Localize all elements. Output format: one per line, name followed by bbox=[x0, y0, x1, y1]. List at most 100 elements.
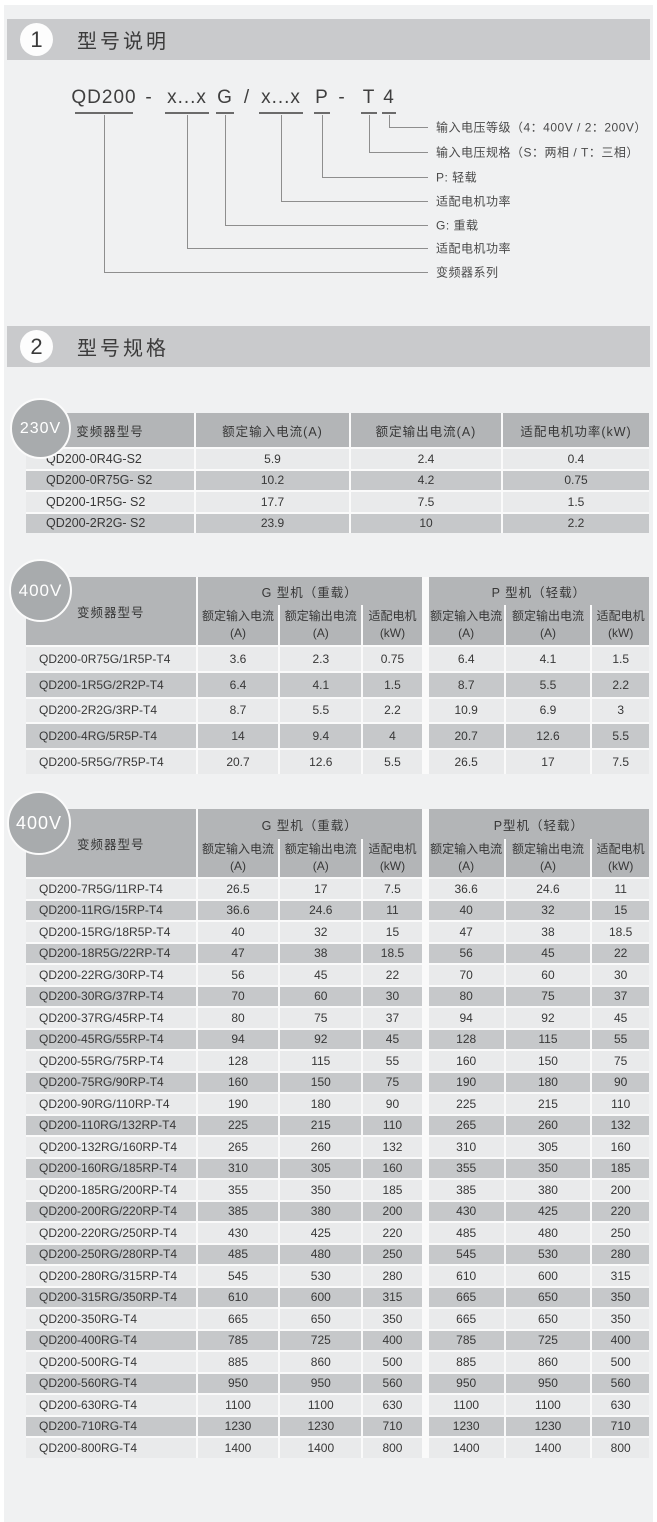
value-cell: 350 bbox=[503, 1156, 591, 1178]
value-cell: 885 bbox=[421, 1350, 504, 1372]
value-cell: 5.5 bbox=[503, 670, 591, 697]
value-cell: 480 bbox=[503, 1221, 591, 1243]
table-row: QD200-400RG-T4 785 725 400 785 725 400 bbox=[26, 1328, 649, 1350]
model-token: / bbox=[243, 87, 251, 108]
value-cell: 1100 bbox=[278, 1393, 362, 1415]
model-naming-diagram: QD200- x...x G / x...x P - T 4 输入电压等级（4：400V / 2：… bbox=[4, 67, 653, 317]
sub-header-line2: (A) bbox=[312, 626, 329, 640]
value-cell: 3 bbox=[590, 696, 649, 723]
column-header: 额定输入电流(A) bbox=[194, 413, 349, 447]
sub-header-line1: 额定输出电流 bbox=[511, 842, 584, 856]
value-cell: 1230 bbox=[421, 1414, 504, 1436]
model-token: T bbox=[362, 87, 376, 108]
value-cell: 132 bbox=[590, 1113, 649, 1135]
model-cell: QD200-45RG/55RP-T4 bbox=[26, 1027, 196, 1049]
model-token: x...x bbox=[261, 87, 301, 108]
value-cell: 305 bbox=[503, 1135, 591, 1157]
value-cell: 15 bbox=[361, 920, 422, 942]
value-cell: 725 bbox=[503, 1328, 591, 1350]
value-cell: 860 bbox=[278, 1350, 362, 1372]
header-sub-row: 额定输入电流 (A) 额定输出电流 (A) 适配电机 (kW) 额定输入电流 (A) 额定输出电… bbox=[26, 839, 649, 877]
value-cell: 185 bbox=[590, 1156, 649, 1178]
value-cell: 47 bbox=[195, 941, 279, 963]
value-cell: 530 bbox=[503, 1242, 591, 1264]
value-cell: 45 bbox=[590, 1006, 649, 1028]
connector-vertical-line bbox=[281, 115, 282, 201]
sub-header-line2: (A) bbox=[458, 626, 475, 640]
value-cell: 18.5 bbox=[361, 941, 422, 963]
value-cell: 38 bbox=[503, 920, 591, 942]
diagram-label: 输入电压等级（4：400V / 2：200V） bbox=[436, 120, 647, 135]
value-cell: 225 bbox=[421, 1092, 504, 1114]
value-cell: 160 bbox=[361, 1156, 422, 1178]
value-cell: 1.5 bbox=[501, 490, 649, 512]
header-sub-row: 额定输入电流 (A) 额定输出电流 (A) 适配电机 (kW) 额定输入电流 (A) 额定输出电… bbox=[26, 605, 649, 645]
table-row: QD200-200RG/220RP-T4 385 380 200 430 425 220 bbox=[26, 1199, 649, 1221]
value-cell: 90 bbox=[590, 1070, 649, 1092]
sub-header-line1: 额定输入电流 bbox=[430, 609, 503, 623]
value-cell: 26.5 bbox=[195, 877, 279, 899]
value-cell: 610 bbox=[195, 1285, 279, 1307]
value-cell: 11 bbox=[590, 877, 649, 899]
model-token: G bbox=[217, 87, 233, 108]
connector-horizontal-line bbox=[225, 225, 428, 226]
value-cell: 17.7 bbox=[194, 490, 349, 512]
sub-header: 额定输入电流 (A) bbox=[195, 839, 279, 877]
value-cell: 18.5 bbox=[590, 920, 649, 942]
value-cell: 12.6 bbox=[278, 748, 362, 774]
sub-header-line2: (A) bbox=[230, 626, 247, 640]
value-cell: 180 bbox=[278, 1092, 362, 1114]
table-row: QD200-90RG/110RP-T4 190 180 90 225 215 110 bbox=[26, 1092, 649, 1114]
value-cell: 115 bbox=[503, 1027, 591, 1049]
value-cell: 630 bbox=[361, 1393, 422, 1415]
model-cell: QD200-0R4G-S2 bbox=[26, 447, 194, 469]
value-cell: 55 bbox=[590, 1027, 649, 1049]
value-cell: 160 bbox=[195, 1070, 279, 1092]
sub-header: 额定输入电流 (A) bbox=[421, 605, 504, 645]
voltage-badge-230v: 230V bbox=[10, 398, 71, 459]
connector-horizontal-line bbox=[281, 201, 428, 202]
voltage-badge-400v-1: 400V bbox=[9, 559, 72, 622]
value-cell: 480 bbox=[278, 1242, 362, 1264]
table-row: QD200-5R5G/7R5P-T4 20.7 12.6 5.5 26.5 17 7.5 bbox=[26, 748, 649, 774]
section-2-title: 型号规格 bbox=[77, 338, 169, 360]
value-cell: 90 bbox=[361, 1092, 422, 1114]
section-1-header: 1 型号说明 bbox=[7, 19, 650, 60]
sub-header: 额定输出电流 (A) bbox=[278, 605, 362, 645]
header-row: 变频器型号 额定输入电流(A) 额定输出电流(A) 适配电机功率(kW) bbox=[26, 413, 649, 447]
value-cell: 8.7 bbox=[421, 670, 504, 697]
value-cell: 600 bbox=[503, 1264, 591, 1286]
model-cell: QD200-4RG/5R5P-T4 bbox=[26, 722, 196, 749]
value-cell: 55 bbox=[361, 1049, 422, 1071]
section-2-number: 2 bbox=[20, 330, 53, 363]
value-cell: 5.5 bbox=[278, 696, 362, 723]
value-cell: 7.5 bbox=[361, 877, 422, 899]
value-cell: 36.6 bbox=[195, 898, 279, 920]
model-cell: QD200-1R5G/2R2P-T4 bbox=[26, 670, 196, 697]
value-cell: 60 bbox=[278, 984, 362, 1006]
model-cell: QD200-280RG/315RP-T4 bbox=[26, 1264, 196, 1286]
value-cell: 5.5 bbox=[361, 748, 422, 774]
table-row: QD200-45RG/55RP-T4 94 92 45 128 115 55 bbox=[26, 1027, 649, 1049]
value-cell: 2.2 bbox=[590, 670, 649, 697]
value-cell: 355 bbox=[195, 1178, 279, 1200]
value-cell: 15 bbox=[590, 898, 649, 920]
sub-header-line1: 适配电机 bbox=[596, 842, 645, 856]
value-cell: 630 bbox=[590, 1393, 649, 1415]
sub-header-line1: 额定输入电流 bbox=[430, 842, 503, 856]
value-cell: 24.6 bbox=[503, 877, 591, 899]
value-cell: 92 bbox=[278, 1027, 362, 1049]
value-cell: 500 bbox=[361, 1350, 422, 1372]
value-cell: 425 bbox=[503, 1199, 591, 1221]
value-cell: 32 bbox=[278, 920, 362, 942]
diagram-label: 适配电机功率 bbox=[436, 241, 512, 256]
value-cell: 128 bbox=[421, 1027, 504, 1049]
value-cell: 75 bbox=[361, 1070, 422, 1092]
value-cell: 260 bbox=[503, 1113, 591, 1135]
value-cell: 785 bbox=[421, 1328, 504, 1350]
value-cell: 220 bbox=[590, 1199, 649, 1221]
model-cell: QD200-15RG/18R5P-T4 bbox=[26, 920, 196, 942]
group-header-p: P型机（轻载） bbox=[421, 809, 649, 839]
value-cell: 150 bbox=[278, 1070, 362, 1092]
value-cell: 425 bbox=[278, 1221, 362, 1243]
